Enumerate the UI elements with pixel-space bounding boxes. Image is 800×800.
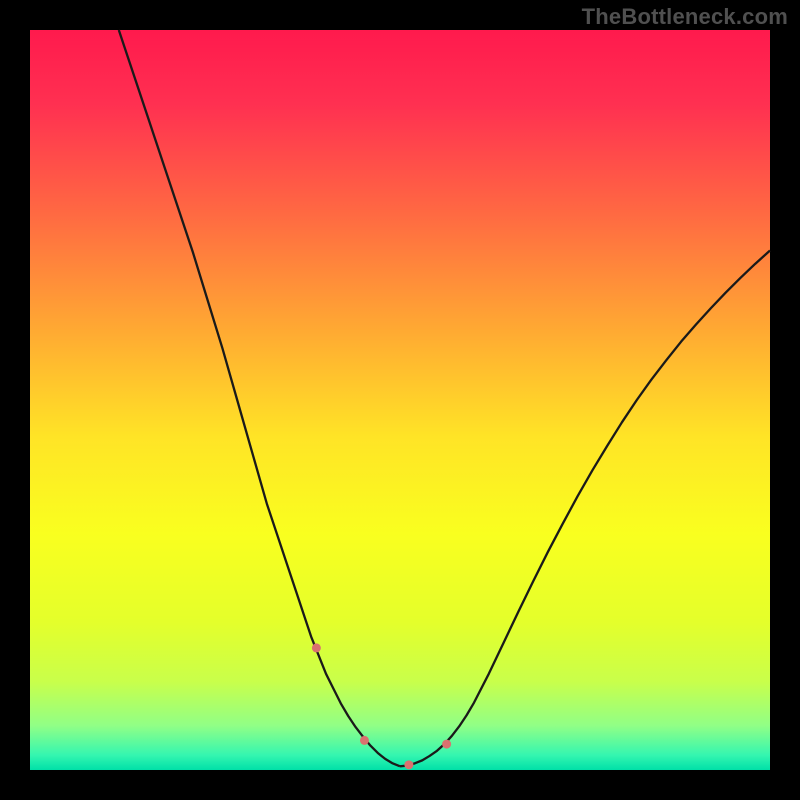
watermark-text: TheBottleneck.com (582, 4, 788, 30)
plot-background (30, 30, 770, 770)
marker-dot (360, 736, 369, 745)
marker-dot (312, 643, 321, 652)
marker-dot (442, 740, 451, 749)
bottleneck-chart (0, 0, 800, 800)
marker-dot (404, 760, 413, 769)
